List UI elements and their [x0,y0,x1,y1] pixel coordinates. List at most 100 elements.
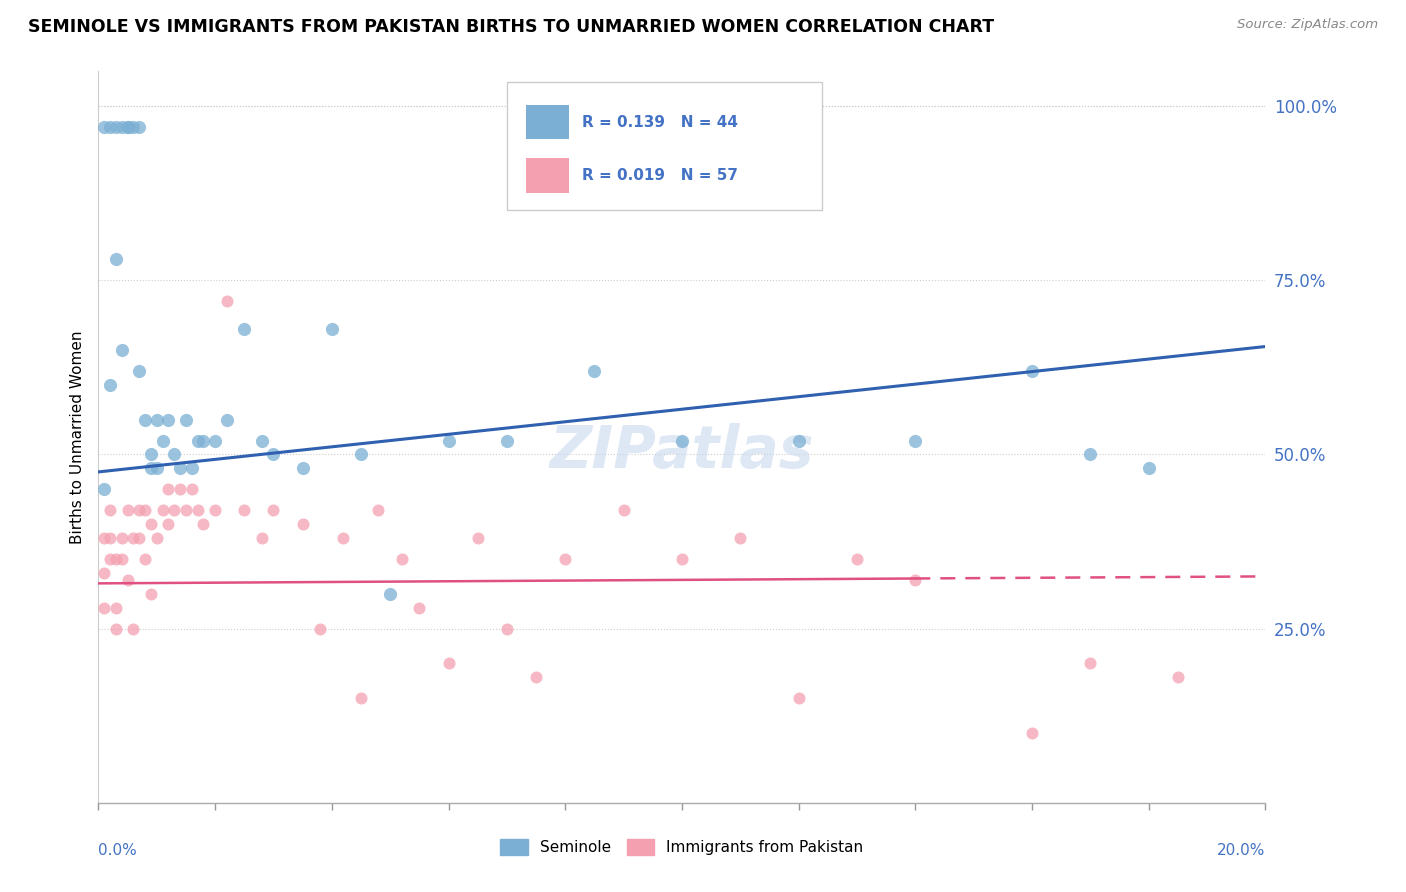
Point [291,517,314,532]
Point [128,531,150,545]
Point [846,552,869,566]
Point [904,573,927,587]
Text: ZIPatlas: ZIPatlas [550,423,814,480]
Point [128,120,150,134]
Point [104,552,127,566]
Point [583,364,606,378]
Point [250,531,273,545]
Point [169,483,191,497]
Point [104,600,127,615]
Point [117,503,139,517]
Point [1080,448,1102,462]
Point [117,120,139,134]
Point [350,691,373,706]
Point [193,517,215,532]
Point [367,503,389,517]
Point [180,461,202,475]
Text: R = 0.019   N = 57: R = 0.019 N = 57 [582,168,738,183]
Point [122,120,145,134]
Point [163,503,186,517]
Point [174,412,197,426]
FancyBboxPatch shape [526,105,568,139]
Point [1137,461,1160,475]
Point [262,448,284,462]
Point [437,434,460,448]
Text: R = 0.139   N = 44: R = 0.139 N = 44 [582,115,738,129]
Point [117,120,139,134]
Point [904,434,927,448]
Point [117,573,139,587]
Point [408,600,430,615]
Point [93,566,115,580]
Point [496,622,519,636]
Point [233,322,256,336]
FancyBboxPatch shape [526,159,568,193]
Point [163,448,186,462]
Text: Source: ZipAtlas.com: Source: ZipAtlas.com [1237,18,1378,31]
Point [98,377,121,392]
Point [262,503,284,517]
Point [111,531,134,545]
Point [215,294,238,309]
Point [98,531,121,545]
Point [98,120,121,134]
Point [152,503,174,517]
Point [291,461,314,475]
Point [128,503,150,517]
Point [187,503,209,517]
Point [111,343,134,357]
Point [146,461,169,475]
Point [98,552,121,566]
Point [146,531,169,545]
Point [104,252,127,267]
Point [1021,364,1043,378]
Text: 20.0%: 20.0% [1218,843,1265,858]
Point [496,434,519,448]
Point [93,531,115,545]
Point [380,587,402,601]
Point [111,552,134,566]
Point [787,691,810,706]
Point [93,120,115,134]
Point [146,412,169,426]
Point [134,503,156,517]
Point [391,552,413,566]
Point [787,434,810,448]
Point [152,434,174,448]
Point [321,322,343,336]
Point [134,552,156,566]
Point [111,120,134,134]
Point [122,531,145,545]
Point [350,448,373,462]
Point [309,622,332,636]
Point [122,622,145,636]
Point [139,461,162,475]
Point [180,483,202,497]
Point [671,434,693,448]
Point [139,517,162,532]
Point [139,587,162,601]
Point [98,503,121,517]
Point [187,434,209,448]
Point [437,657,460,671]
Point [204,503,226,517]
Point [169,461,191,475]
Point [157,412,180,426]
Point [524,670,547,684]
Text: 0.0%: 0.0% [98,843,138,858]
Point [104,120,127,134]
Point [467,531,489,545]
Point [671,552,693,566]
Point [193,434,215,448]
Point [174,503,197,517]
Point [250,434,273,448]
Point [1021,726,1043,740]
Point [93,600,115,615]
Point [215,412,238,426]
Point [233,503,256,517]
FancyBboxPatch shape [508,82,823,211]
Point [93,483,115,497]
Point [104,622,127,636]
Point [554,552,576,566]
Point [1167,670,1189,684]
